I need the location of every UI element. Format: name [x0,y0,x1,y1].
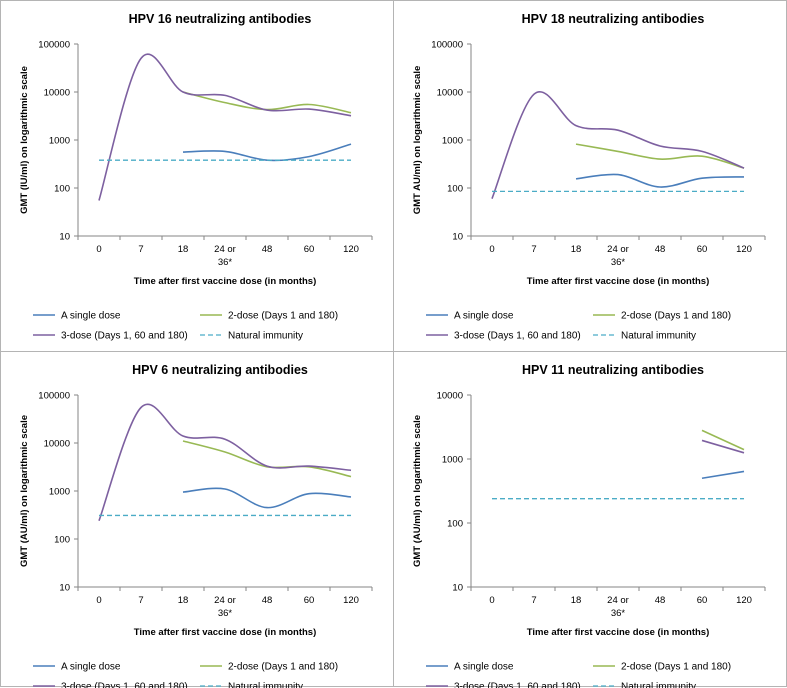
chart-title: HPV 11 neutralizing antibodies [522,363,704,377]
x-tick-label: 7 [138,244,143,255]
chart-svg: HPV 11 neutralizing antibodies GMT (AU/ml… [394,352,787,688]
chart-panel: HPV 16 neutralizing antibodies GMT (IU/ml… [0,0,394,352]
y-tick-label: 100000 [38,40,70,51]
x-axis-label: Time after first vaccine dose (in months… [527,276,709,287]
legend-label: 2-dose (Days 1 and 180) [228,662,338,673]
legend-label: 3-dose (Days 1, 60 and 180) [454,682,581,688]
legend-label: Natural immunity [228,682,303,688]
y-tick-label: 1000 [49,487,70,498]
x-tick-label: 48 [655,244,666,255]
chart-svg: HPV 18 neutralizing antibodies GMT AU/ml)… [394,1,787,353]
x-tick-label: 18 [178,595,189,606]
y-tick-label: 10000 [437,391,463,402]
legend-label: A single dose [454,311,514,322]
legend-label: 2-dose (Days 1 and 180) [621,662,731,673]
chart-svg: HPV 6 neutralizing antibodies GMT (AU/ml)… [1,352,395,688]
x-tick-label: 120 [736,244,752,255]
x-tick-label: 7 [531,244,536,255]
legend-label: 3-dose (Days 1, 60 and 180) [454,331,581,342]
chart-panel: HPV 6 neutralizing antibodies GMT (AU/ml)… [0,351,394,687]
y-axis-label: GMT AU/ml) on logarithmic scale [412,66,423,215]
y-tick-label: 100000 [431,40,463,51]
y-tick-label: 1000 [49,136,70,147]
x-tick-label: 60 [697,244,708,255]
y-tick-label: 100 [54,184,70,195]
series-line [183,144,351,160]
x-tick-label: 48 [262,595,273,606]
chart-title: HPV 18 neutralizing antibodies [522,12,705,26]
legend-label: A single dose [61,662,121,673]
series-line [183,488,351,507]
x-tick-label: 7 [531,595,536,606]
x-tick-label: 120 [736,595,752,606]
x-axis-label: Time after first vaccine dose (in months… [527,627,709,638]
y-tick-label: 100 [447,519,463,530]
y-tick-label: 1000 [442,455,463,466]
chart-panel: HPV 11 neutralizing antibodies GMT (AU/ml… [393,351,787,687]
legend-label: Natural immunity [621,682,696,688]
y-tick-label: 100000 [38,391,70,402]
chart-title: HPV 16 neutralizing antibodies [129,12,312,26]
series-line [492,92,744,199]
x-tick-label: 18 [571,595,582,606]
y-tick-label: 1000 [442,136,463,147]
x-tick-label: 48 [655,595,666,606]
y-tick-label: 10000 [437,88,463,99]
x-tick-label: 18 [571,244,582,255]
y-tick-label: 10000 [44,88,70,99]
series-line [576,144,744,168]
series-line [99,54,351,200]
x-tick-label: 0 [96,595,101,606]
y-axis-label: GMT (AU/ml) on logarithmic scale [19,415,30,567]
legend-label: 2-dose (Days 1 and 180) [228,311,338,322]
x-tick-label: 7 [138,595,143,606]
legend-label: 2-dose (Days 1 and 180) [621,311,731,322]
x-tick-label: 60 [697,595,708,606]
y-tick-label: 100 [54,535,70,546]
legend-label: A single dose [454,662,514,673]
x-tick-label: 18 [178,244,189,255]
x-tick-label: 60 [304,595,315,606]
legend-label: 3-dose (Days 1, 60 and 180) [61,682,188,688]
y-axis-label: GMT (AU/ml) on logarithmic scale [412,415,423,567]
y-tick-label: 10000 [44,439,70,450]
x-tick-label: 0 [96,244,101,255]
y-tick-label: 10 [59,232,70,243]
series-line [99,404,351,520]
y-tick-label: 10 [452,583,463,594]
x-tick-label: 60 [304,244,315,255]
legend-label: Natural immunity [621,331,696,342]
y-axis-label: GMT (IU/ml) on logarithmic scale [19,66,30,214]
y-tick-label: 10 [452,232,463,243]
y-tick-label: 10 [59,583,70,594]
x-tick-label: 120 [343,244,359,255]
x-axis-label: Time after first vaccine dose (in months… [134,627,316,638]
y-tick-label: 100 [447,184,463,195]
chart-svg: HPV 16 neutralizing antibodies GMT (IU/ml… [1,1,395,353]
series-line [576,174,744,187]
x-axis-label: Time after first vaccine dose (in months… [134,276,316,287]
chart-title: HPV 6 neutralizing antibodies [132,363,308,377]
series-line [702,471,744,478]
x-tick-label: 120 [343,595,359,606]
x-tick-label: 0 [489,244,494,255]
series-line [183,441,351,477]
legend-label: A single dose [61,311,121,322]
x-tick-label: 48 [262,244,273,255]
legend-label: Natural immunity [228,331,303,342]
x-tick-label: 0 [489,595,494,606]
chart-panel: HPV 18 neutralizing antibodies GMT AU/ml)… [393,0,787,352]
legend-label: 3-dose (Days 1, 60 and 180) [61,331,188,342]
